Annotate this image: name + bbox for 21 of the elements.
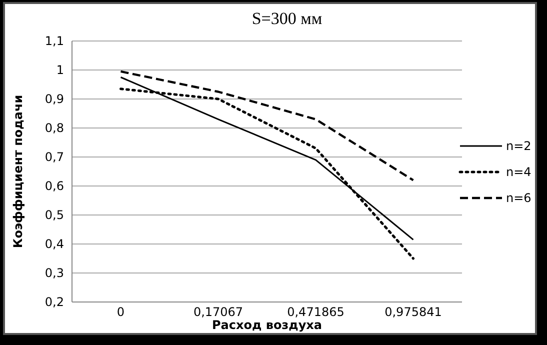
legend-label: n=6 bbox=[506, 191, 532, 206]
x-tick-label: 0,17067 bbox=[193, 305, 244, 320]
y-tick-label: 0,7 bbox=[44, 150, 64, 164]
x-tick-label: 0,471865 bbox=[287, 305, 344, 320]
y-tick-label: 1 bbox=[56, 63, 64, 78]
y-tick-label: 0,9 bbox=[44, 92, 64, 106]
y-tick-label: 0,8 bbox=[44, 121, 64, 136]
line-series bbox=[120, 70, 414, 182]
y-tick-label: 0,6 bbox=[44, 179, 64, 194]
x-axis-title: Расход воздуха bbox=[212, 318, 322, 332]
y-tick-label: 0,5 bbox=[44, 208, 64, 222]
x-tick-label: 0 bbox=[116, 305, 125, 320]
y-axis-title: Коэффициент подачи bbox=[11, 94, 25, 248]
legend-label: n=4 bbox=[506, 165, 532, 180]
chart-title: S=300 мм bbox=[252, 9, 322, 28]
y-tick-label: 0,4 bbox=[44, 237, 64, 252]
y-tick-label: 0,3 bbox=[44, 266, 64, 280]
legend-label: n=2 bbox=[506, 139, 532, 154]
x-tick-label: 0,975841 bbox=[384, 305, 442, 320]
y-tick-label: 1,1 bbox=[44, 34, 64, 48]
y-tick-label: 0,2 bbox=[44, 295, 64, 310]
